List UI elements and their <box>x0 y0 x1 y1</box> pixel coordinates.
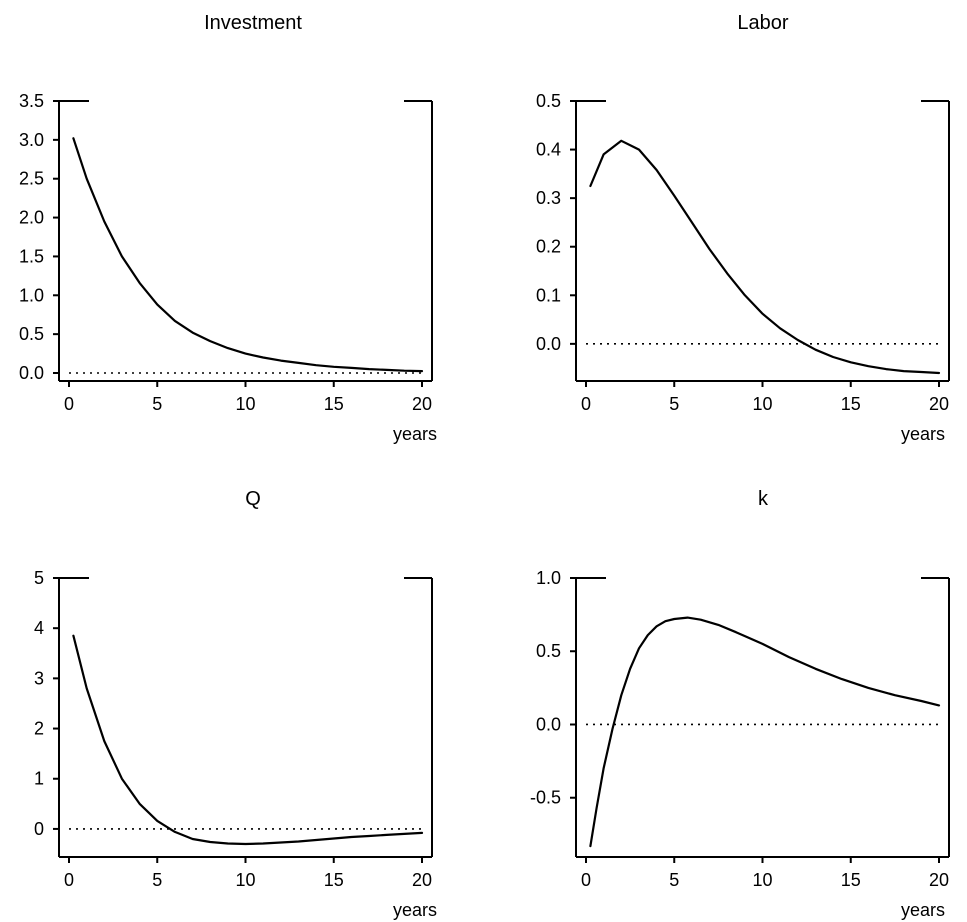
q-xtick-label: 10 <box>235 870 255 890</box>
k-ytick-label: 0.5 <box>536 641 561 661</box>
investment-ytick-label: 2.0 <box>19 208 44 228</box>
investment-xtick-label: 10 <box>235 394 255 414</box>
labor-xtick-label: 0 <box>581 394 591 414</box>
q-xtick-label: 0 <box>64 870 74 890</box>
labor-xtick-label: 10 <box>752 394 772 414</box>
panel-title-k: k <box>758 488 768 510</box>
k-xtick-label: 15 <box>841 870 861 890</box>
labor-ytick-label: 0.4 <box>536 140 561 160</box>
labor-ytick-label: 0.3 <box>536 188 561 208</box>
labor-xtick-label: 20 <box>929 394 949 414</box>
k-series-line <box>589 616 941 848</box>
investment-xtick-label: 0 <box>64 394 74 414</box>
q-ytick-label: 0 <box>34 819 44 839</box>
q-ytick-label: 2 <box>34 719 44 739</box>
q-ytick-label: 4 <box>34 618 44 638</box>
investment-series-line <box>72 137 424 373</box>
k-ytick-label: 0.0 <box>536 714 561 734</box>
x-unit-investment: years <box>393 424 438 444</box>
labor-xtick-label: 5 <box>669 394 679 414</box>
labor-ytick-label: 0.5 <box>536 91 561 111</box>
labor-ytick-label: 0.1 <box>536 285 561 305</box>
q-series-line <box>72 634 424 846</box>
investment-xtick-label: 15 <box>324 394 344 414</box>
q-ytick-label: 5 <box>34 568 44 588</box>
q-xtick-label: 20 <box>412 870 432 890</box>
k-xtick-label: 0 <box>581 870 591 890</box>
k-xtick-label: 20 <box>929 870 949 890</box>
q-ytick-label: 1 <box>34 769 44 789</box>
investment-ytick-label: 0.0 <box>19 363 44 383</box>
labor-series-line <box>589 139 941 375</box>
q-ytick-label: 3 <box>34 668 44 688</box>
k-ytick-label: 1.0 <box>536 568 561 588</box>
investment-ytick-label: 1.5 <box>19 246 44 266</box>
labor-ytick-label: 0.0 <box>536 334 561 354</box>
x-unit-labor: years <box>901 424 946 444</box>
panel-title-investment: Investment <box>204 12 302 34</box>
investment-xtick-label: 20 <box>412 394 432 414</box>
panel-title-labor: Labor <box>737 12 789 34</box>
q-xtick-label: 5 <box>152 870 162 890</box>
k-xtick-label: 10 <box>752 870 772 890</box>
panel-title-q: Q <box>245 488 261 510</box>
investment-ytick-label: 2.5 <box>19 169 44 189</box>
k-ytick-label: -0.5 <box>530 788 561 808</box>
q-xtick-label: 15 <box>324 870 344 890</box>
labor-ytick-label: 0.2 <box>536 237 561 257</box>
investment-ytick-label: 0.5 <box>19 324 44 344</box>
investment-xtick-label: 5 <box>152 394 162 414</box>
investment-ytick-label: 1.0 <box>19 285 44 305</box>
investment-ytick-label: 3.0 <box>19 130 44 150</box>
x-unit-k: years <box>901 900 946 920</box>
labor-xtick-label: 15 <box>841 394 861 414</box>
investment-ytick-label: 3.5 <box>19 91 44 111</box>
x-unit-q: years <box>393 900 438 920</box>
k-xtick-label: 5 <box>669 870 679 890</box>
